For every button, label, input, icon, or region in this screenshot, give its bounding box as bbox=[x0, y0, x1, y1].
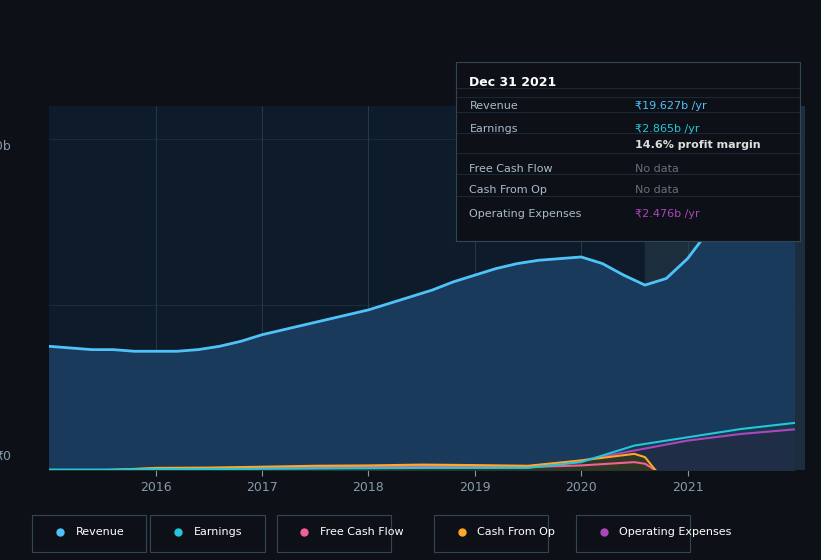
Text: Cash From Op: Cash From Op bbox=[478, 527, 555, 537]
Text: ₹0: ₹0 bbox=[0, 450, 11, 463]
Text: Operating Expenses: Operating Expenses bbox=[619, 527, 732, 537]
Text: Operating Expenses: Operating Expenses bbox=[470, 208, 582, 218]
Text: Revenue: Revenue bbox=[76, 527, 124, 537]
Text: Revenue: Revenue bbox=[470, 101, 518, 111]
Text: Dec 31 2021: Dec 31 2021 bbox=[470, 76, 557, 89]
Text: No data: No data bbox=[635, 185, 679, 195]
Text: Free Cash Flow: Free Cash Flow bbox=[470, 164, 553, 174]
Text: ₹19.627b /yr: ₹19.627b /yr bbox=[635, 101, 707, 111]
Text: Earnings: Earnings bbox=[194, 527, 242, 537]
Text: 14.6% profit margin: 14.6% profit margin bbox=[635, 141, 760, 151]
Text: No data: No data bbox=[635, 164, 679, 174]
Text: ₹2.476b /yr: ₹2.476b /yr bbox=[635, 208, 699, 218]
Text: Cash From Op: Cash From Op bbox=[470, 185, 548, 195]
Bar bbox=[645, 106, 805, 470]
Text: Free Cash Flow: Free Cash Flow bbox=[320, 527, 403, 537]
Text: ₹2.865b /yr: ₹2.865b /yr bbox=[635, 124, 699, 134]
Text: ₹20b: ₹20b bbox=[0, 139, 11, 152]
Text: Earnings: Earnings bbox=[470, 124, 518, 134]
